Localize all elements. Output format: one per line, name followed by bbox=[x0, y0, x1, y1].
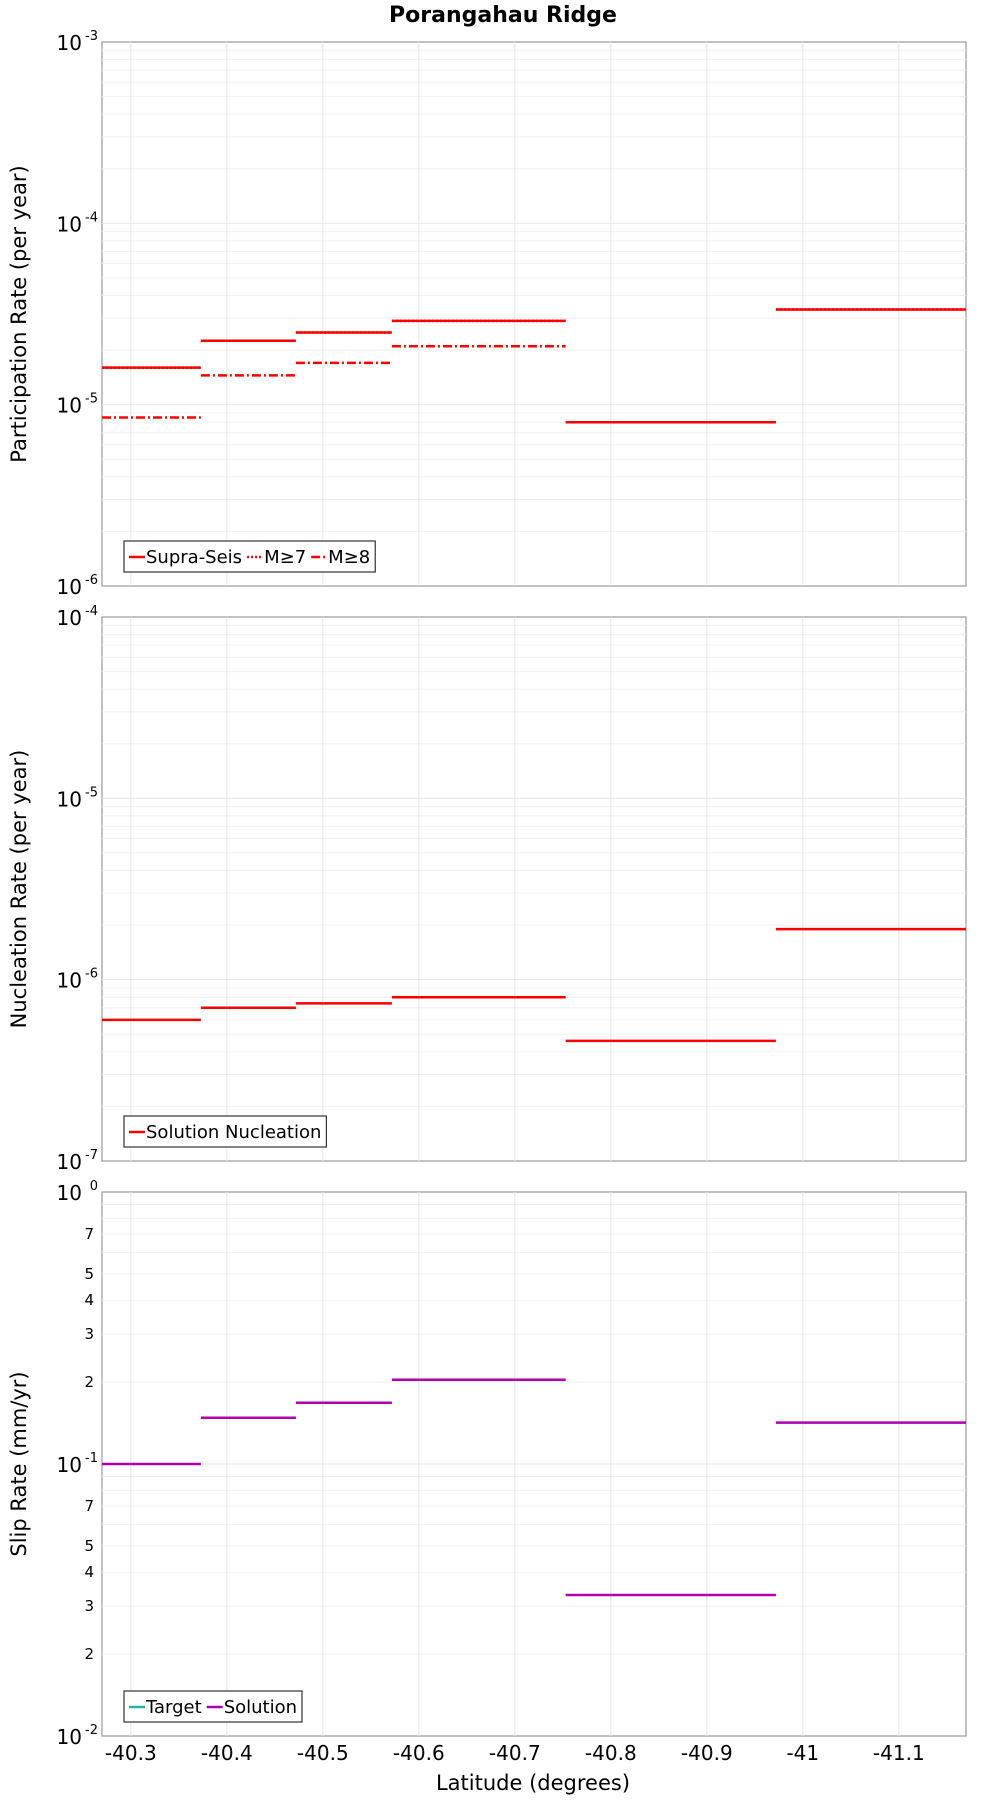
y-tick-exponent: -7 bbox=[85, 1148, 98, 1163]
y-tick-exponent: -5 bbox=[85, 392, 98, 407]
y-tick-label: 10 bbox=[57, 31, 82, 55]
x-axis-label: Latitude (degrees) bbox=[436, 1771, 630, 1795]
x-tick-label: -40.7 bbox=[489, 1741, 541, 1765]
x-tick-label: -40.5 bbox=[297, 1741, 349, 1765]
x-axis: -40.3 -40.4 -40.5 -40.6 -40.7 -40.8 -40.9 -41 -4… bbox=[105, 1741, 925, 1765]
y-minor-tick-label: 3 bbox=[84, 1325, 94, 1343]
x-tick-label: -40.3 bbox=[105, 1741, 157, 1765]
series-M≥7 bbox=[102, 308, 966, 424]
y-minor-tick-label: 7 bbox=[84, 1497, 94, 1515]
y-axis-label: Nucleation Rate (per year) bbox=[7, 750, 31, 1029]
y-tick-label: 10 bbox=[57, 969, 82, 993]
legend-label: Supra-Seis bbox=[146, 547, 242, 568]
y-tick-exponent: -6 bbox=[85, 967, 98, 982]
plot-area bbox=[101, 41, 967, 587]
series-Solution Nucleation bbox=[102, 927, 966, 1043]
chart-title: Porangahau Ridge bbox=[389, 3, 617, 28]
legend-box bbox=[123, 540, 376, 573]
y-tick-exponent: -1 bbox=[85, 1451, 98, 1466]
y-tick-label: 10 bbox=[57, 394, 82, 418]
y-tick-exponent: -4 bbox=[85, 604, 98, 619]
y-minor-tick-label: 4 bbox=[84, 1291, 94, 1309]
y-minor-tick-label: 3 bbox=[84, 1597, 94, 1615]
y-minor-tick-label: 2 bbox=[84, 1645, 94, 1663]
y-axis-label: Participation Rate (per year) bbox=[7, 165, 31, 462]
x-tick-label: -40.9 bbox=[681, 1741, 733, 1765]
y-tick-exponent: -4 bbox=[85, 210, 98, 225]
y-tick-exponent: 0 bbox=[90, 1179, 98, 1194]
y-tick-exponent: -2 bbox=[85, 1723, 98, 1738]
y-tick-exponent: -3 bbox=[85, 29, 98, 44]
y-tick-label: 10 bbox=[57, 1725, 82, 1749]
x-tick-label: -41 bbox=[786, 1741, 819, 1765]
y-minor-tick-label: 2 bbox=[84, 1373, 94, 1391]
legend: Target Solution bbox=[123, 1690, 303, 1723]
y-tick-exponent: -5 bbox=[85, 785, 98, 800]
y-tick-exponent: -6 bbox=[85, 573, 98, 588]
y-minor-tick-label: 5 bbox=[84, 1265, 94, 1283]
y-minor-tick-label: 4 bbox=[84, 1563, 94, 1581]
y-minor-tick-label: 5 bbox=[84, 1537, 94, 1555]
legend: Supra-Seis M≥7 M≥8 bbox=[123, 540, 376, 573]
x-tick-label: -40.8 bbox=[585, 1741, 637, 1765]
series-Solution bbox=[102, 1378, 966, 1597]
y-tick-label: 10 bbox=[57, 575, 82, 599]
y-axis-label: Slip Rate (mm/yr) bbox=[7, 1371, 31, 1556]
y-tick-label: 10 bbox=[57, 1453, 82, 1477]
grid bbox=[102, 42, 966, 586]
legend-label: Solution bbox=[224, 1697, 297, 1718]
y-tick-label: 10 bbox=[57, 1181, 82, 1205]
y-tick-label: 10 bbox=[57, 212, 82, 236]
legend-box bbox=[123, 1115, 328, 1148]
x-tick-label: -41.1 bbox=[873, 1741, 925, 1765]
legend-label: Solution Nucleation bbox=[146, 1122, 321, 1143]
y-tick-label: 10 bbox=[57, 606, 82, 630]
y-tick-label: 10 bbox=[57, 1150, 82, 1174]
y-tick-label: 10 bbox=[57, 787, 82, 811]
legend: Solution Nucleation bbox=[123, 1115, 328, 1148]
legend-label: M≥7 bbox=[264, 547, 306, 568]
x-tick-label: -40.6 bbox=[393, 1741, 445, 1765]
plot-area bbox=[101, 616, 967, 1162]
legend-label: M≥8 bbox=[328, 547, 370, 568]
legend-label: Target bbox=[145, 1697, 202, 1718]
grid bbox=[102, 1192, 966, 1736]
x-tick-label: -40.4 bbox=[201, 1741, 253, 1765]
series-M≥8 bbox=[102, 344, 566, 419]
y-minor-tick-label: 7 bbox=[84, 1225, 94, 1243]
grid bbox=[102, 617, 966, 1161]
